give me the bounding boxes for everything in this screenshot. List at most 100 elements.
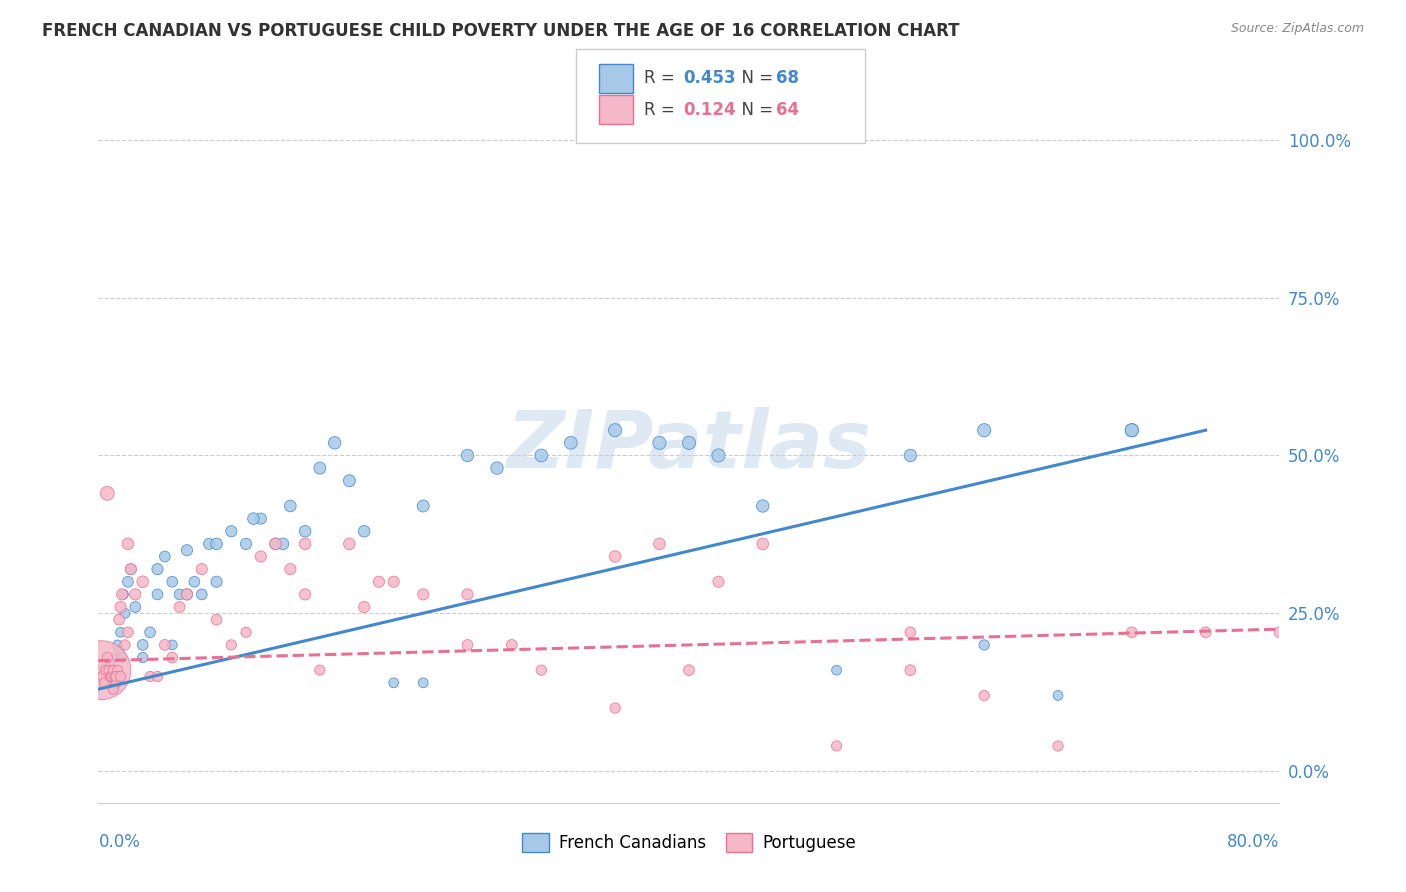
Point bbox=[900, 449, 922, 463]
Text: 68: 68 bbox=[776, 70, 799, 87]
Point bbox=[124, 600, 146, 615]
Point bbox=[103, 682, 125, 697]
Point bbox=[162, 638, 183, 652]
Point bbox=[1195, 625, 1218, 640]
Text: R =: R = bbox=[644, 101, 681, 119]
Point bbox=[1268, 625, 1291, 640]
Point bbox=[323, 435, 346, 450]
Point bbox=[132, 638, 155, 652]
Point bbox=[191, 562, 214, 576]
Point bbox=[457, 638, 479, 652]
Point bbox=[1121, 423, 1143, 437]
Point bbox=[294, 587, 316, 601]
Text: R =: R = bbox=[644, 70, 681, 87]
Point bbox=[825, 739, 848, 753]
Point bbox=[90, 663, 112, 677]
Point bbox=[114, 607, 136, 621]
Point bbox=[117, 537, 139, 551]
Point bbox=[97, 663, 120, 677]
Point bbox=[250, 511, 273, 525]
Point bbox=[107, 663, 129, 677]
Point bbox=[752, 537, 775, 551]
Point bbox=[309, 461, 332, 475]
Point bbox=[294, 524, 316, 539]
Text: 0.453: 0.453 bbox=[683, 70, 735, 87]
Point bbox=[412, 675, 434, 690]
Text: Source: ZipAtlas.com: Source: ZipAtlas.com bbox=[1230, 22, 1364, 36]
Point bbox=[457, 587, 479, 601]
Point bbox=[486, 461, 509, 475]
Point bbox=[146, 669, 169, 683]
Point bbox=[221, 524, 243, 539]
Point bbox=[1121, 625, 1143, 640]
Point bbox=[112, 587, 135, 601]
Point bbox=[501, 638, 523, 652]
Point bbox=[264, 537, 287, 551]
Point bbox=[93, 675, 115, 690]
Point bbox=[605, 549, 627, 564]
Point bbox=[111, 587, 134, 601]
Text: 80.0%: 80.0% bbox=[1227, 833, 1279, 851]
Point bbox=[111, 650, 134, 665]
Text: N =: N = bbox=[731, 70, 779, 87]
Point bbox=[169, 600, 191, 615]
Point bbox=[382, 675, 405, 690]
Point bbox=[678, 435, 700, 450]
Point bbox=[605, 423, 627, 437]
Point bbox=[91, 663, 114, 677]
Point bbox=[105, 669, 128, 683]
Legend: French Canadians, Portuguese: French Canadians, Portuguese bbox=[515, 826, 863, 859]
Point bbox=[339, 537, 361, 551]
Point bbox=[94, 675, 117, 690]
Point bbox=[205, 537, 228, 551]
Point bbox=[752, 499, 775, 513]
Point bbox=[96, 669, 118, 683]
Point bbox=[153, 549, 176, 564]
Text: N =: N = bbox=[731, 101, 779, 119]
Point bbox=[353, 600, 375, 615]
Point bbox=[648, 435, 671, 450]
Point bbox=[412, 499, 434, 513]
Point bbox=[108, 613, 131, 627]
Point bbox=[93, 669, 115, 683]
Point bbox=[1047, 739, 1070, 753]
Text: 0.0%: 0.0% bbox=[98, 833, 141, 851]
Point bbox=[146, 562, 169, 576]
Point bbox=[205, 613, 228, 627]
Point bbox=[153, 638, 176, 652]
Text: FRENCH CANADIAN VS PORTUGUESE CHILD POVERTY UNDER THE AGE OF 16 CORRELATION CHAR: FRENCH CANADIAN VS PORTUGUESE CHILD POVE… bbox=[42, 22, 960, 40]
Point bbox=[107, 638, 129, 652]
Point bbox=[105, 650, 128, 665]
Point bbox=[103, 663, 125, 677]
Point bbox=[132, 574, 155, 589]
Point bbox=[825, 663, 848, 677]
Point bbox=[169, 587, 191, 601]
Point bbox=[678, 663, 700, 677]
Point bbox=[120, 562, 142, 576]
Point bbox=[973, 638, 995, 652]
Point bbox=[94, 663, 117, 677]
Point bbox=[235, 537, 257, 551]
Point bbox=[114, 638, 136, 652]
Point bbox=[100, 675, 122, 690]
Point bbox=[96, 650, 118, 665]
Point bbox=[110, 669, 132, 683]
Point bbox=[176, 587, 198, 601]
Point bbox=[339, 474, 361, 488]
Point bbox=[900, 625, 922, 640]
Point bbox=[103, 663, 125, 677]
Point bbox=[139, 669, 162, 683]
Point bbox=[104, 669, 127, 683]
Text: 64: 64 bbox=[776, 101, 799, 119]
Point bbox=[176, 543, 198, 558]
Point bbox=[294, 537, 316, 551]
Point bbox=[235, 625, 257, 640]
Point bbox=[707, 574, 730, 589]
Point bbox=[110, 600, 132, 615]
Point bbox=[104, 669, 127, 683]
Point bbox=[117, 574, 139, 589]
Point bbox=[900, 663, 922, 677]
Point bbox=[707, 449, 730, 463]
Point bbox=[97, 663, 120, 677]
Point bbox=[530, 663, 553, 677]
